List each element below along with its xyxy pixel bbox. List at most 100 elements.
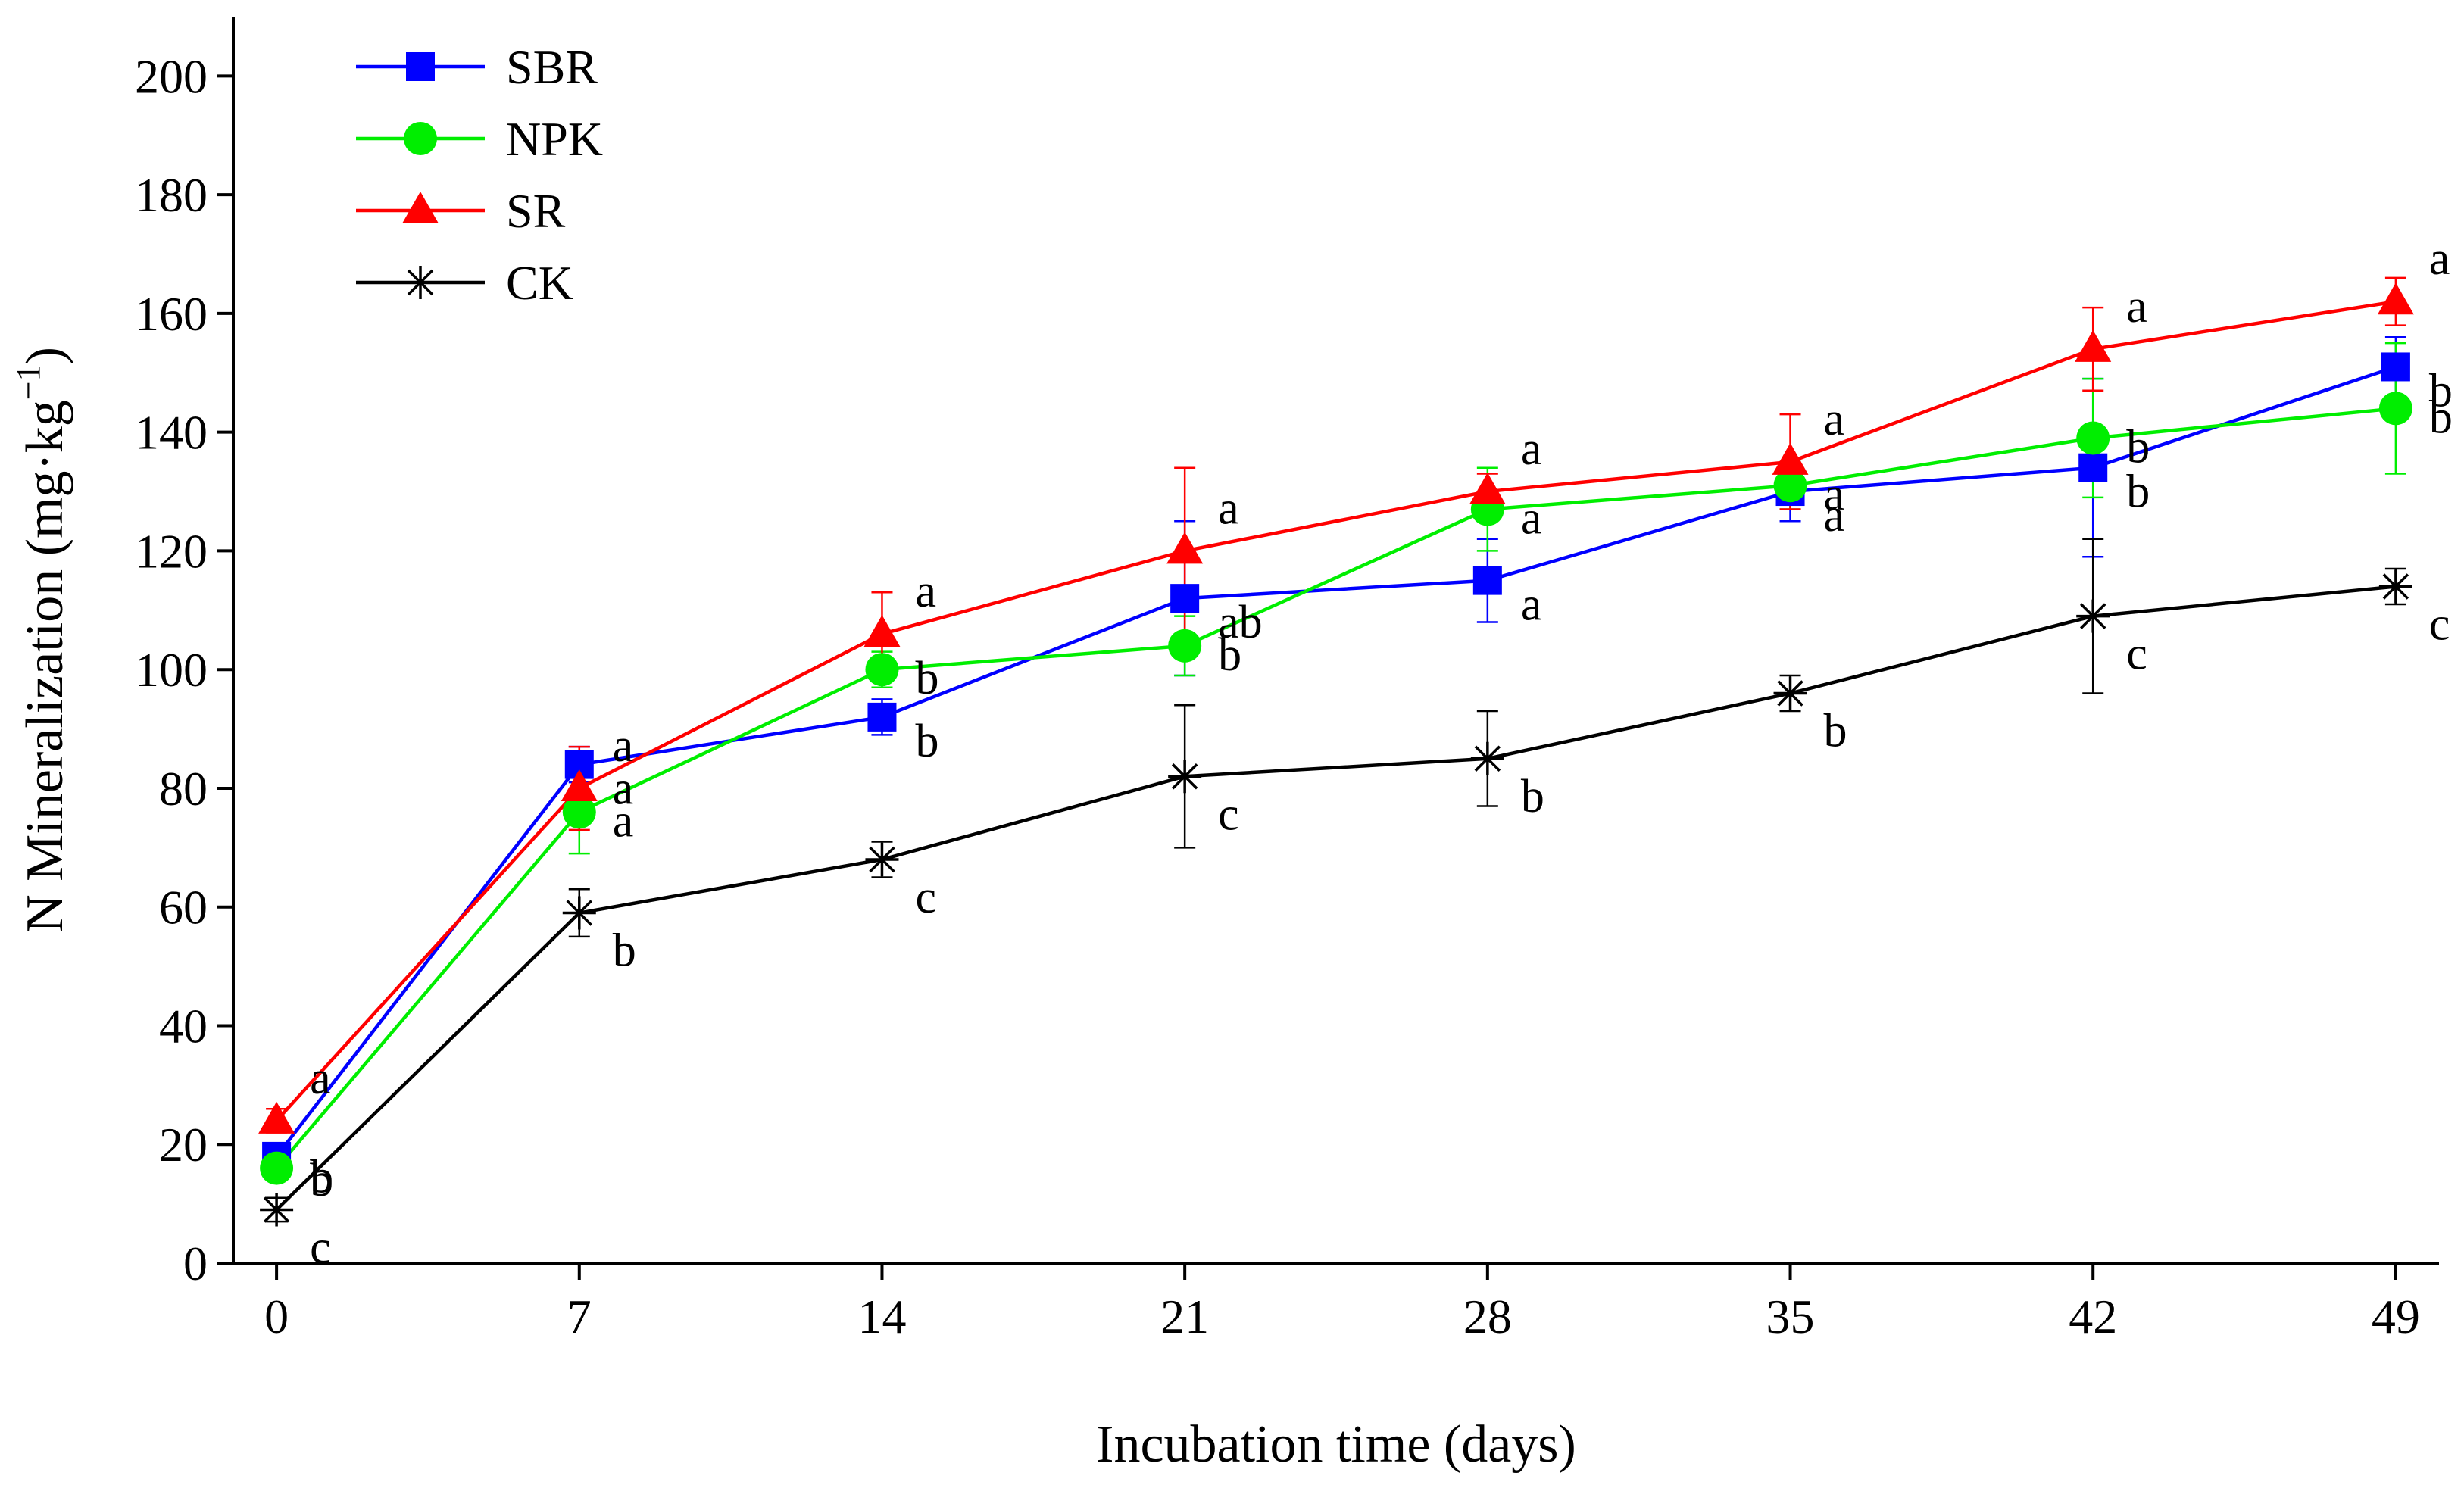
sig-label-npk-7: a: [613, 795, 634, 847]
data-point-sr-14: [863, 615, 901, 647]
data-point-ck-35: [1773, 676, 1807, 710]
data-point-ck-28: [1470, 741, 1504, 775]
sig-label-sbr-49: b: [2429, 365, 2453, 416]
sig-label-sr-0: a: [310, 1053, 331, 1104]
sig-label-sbr-35: a: [1824, 490, 1845, 541]
series-lines: [275, 300, 2397, 1212]
sig-label-sbr-7: a: [613, 763, 634, 815]
data-point-npk-42: [2076, 421, 2110, 455]
data-point-npk-0: [260, 1151, 294, 1185]
data-point-npk-35: [1773, 469, 1807, 503]
sig-label-ck-42: c: [2126, 629, 2147, 680]
data-point-sbr-42: [2078, 453, 2108, 482]
sig-label-sbr-28: a: [1521, 579, 1542, 631]
sig-label-npk-35: a: [1824, 469, 1845, 520]
series-line-sbr: [275, 365, 2397, 1158]
data-point-sr-49: [2377, 282, 2414, 315]
y-tick-label-60: 60: [159, 881, 208, 934]
legend-item-npk: NPK: [356, 112, 603, 166]
sig-label-sbr-0: b: [310, 1155, 333, 1206]
sig-label-ck-35: b: [1824, 706, 1847, 757]
x-tick-label-28: 28: [1463, 1290, 1512, 1343]
axes: 0 20 40 60 80 100 120 140 160 180 200 0 7 14 21 28 35 42 4…: [135, 17, 2439, 1343]
legend-label-sbr: SBR: [506, 40, 598, 94]
sig-label-ck-49: c: [2429, 598, 2450, 650]
sig-label-sr-21: a: [1218, 482, 1239, 534]
y-tick-label-120: 120: [135, 524, 208, 578]
sig-label-sr-7: a: [613, 720, 634, 772]
series-line-ck: [275, 585, 2397, 1212]
legend: SBR NPK SR CK: [356, 40, 603, 310]
data-point-sr-0: [258, 1101, 295, 1134]
sig-label-ck-28: b: [1521, 771, 1544, 822]
data-point-sr-28: [1469, 473, 1506, 505]
data-point-npk-7: [562, 795, 596, 829]
x-tick-label-0: 0: [264, 1290, 289, 1343]
data-point-ck-42: [2076, 599, 2110, 633]
y-tick-label-200: 200: [135, 49, 208, 103]
legend-label-npk: NPK: [506, 112, 603, 166]
legend-label-ck: CK: [506, 256, 573, 310]
x-tick-label-35: 35: [1766, 1290, 1815, 1343]
y-tick-label-40: 40: [159, 999, 208, 1053]
legend-item-ck: CK: [356, 256, 573, 310]
data-point-ck-14: [865, 843, 899, 877]
data-point-sbr-21: [1170, 584, 1200, 613]
legend-marker-sr: [402, 192, 439, 223]
sig-label-ck-14: c: [915, 872, 936, 923]
data-point-npk-21: [1168, 629, 1202, 663]
sig-label-ck-0: c: [310, 1221, 331, 1273]
x-tick-label-21: 21: [1160, 1290, 1209, 1343]
sig-label-npk-0: b: [310, 1152, 333, 1203]
data-point-sr-35: [1772, 442, 1809, 475]
legend-label-sr: SR: [506, 184, 566, 238]
y-tick-label-0: 0: [183, 1237, 208, 1290]
y-axis-title-close: ): [16, 347, 74, 364]
sig-label-sr-42: a: [2126, 281, 2147, 332]
y-tick-label-100: 100: [135, 643, 208, 697]
y-tick-label-160: 160: [135, 287, 208, 341]
sig-label-npk-14: b: [915, 653, 938, 704]
y-tick-label-80: 80: [159, 762, 208, 816]
x-tick-label-7: 7: [567, 1290, 592, 1343]
sig-label-sr-14: a: [915, 566, 936, 617]
error-bars: [266, 276, 2406, 1223]
legend-item-sbr: SBR: [356, 40, 598, 94]
x-tick-label-49: 49: [2372, 1290, 2420, 1343]
data-point-ck-49: [2378, 569, 2412, 604]
sig-label-npk-21: b: [1218, 629, 1241, 681]
sig-label-sr-28: a: [1521, 423, 1542, 475]
series-markers: [258, 282, 2414, 1227]
series-line-npk: [275, 407, 2397, 1170]
data-point-sr-7: [561, 769, 598, 801]
data-point-sbr-14: [867, 702, 897, 732]
sig-label-npk-28: a: [1521, 493, 1542, 544]
data-point-ck-21: [1168, 760, 1202, 794]
sig-label-ck-21: c: [1218, 788, 1239, 840]
sig-label-npk-42: b: [2126, 422, 2150, 473]
x-axis-title: Incubation time (days): [1096, 1415, 1576, 1474]
data-point-sr-21: [1166, 532, 1204, 564]
sig-label-sr-35: a: [1824, 394, 1845, 445]
data-point-ck-0: [260, 1193, 294, 1227]
legend-marker-ck: [404, 266, 437, 299]
legend-marker-npk: [404, 122, 437, 155]
data-point-npk-49: [2378, 392, 2412, 426]
x-tick-label-42: 42: [2069, 1290, 2117, 1343]
legend-item-sr: SR: [356, 184, 566, 238]
data-point-sbr-28: [1472, 566, 1502, 595]
legend-marker-sbr: [406, 52, 435, 81]
y-axis-title: N Mineralization (mg·kg−1): [10, 347, 74, 933]
sig-label-sbr-21: ab: [1218, 597, 1263, 648]
series-line-sr: [275, 300, 2397, 1122]
sig-label-sbr-14: b: [915, 716, 938, 767]
data-point-sbr-49: [2381, 352, 2410, 382]
data-point-ck-7: [562, 896, 596, 930]
sig-label-sr-49: a: [2429, 233, 2450, 285]
y-axis-title-superscript: −1: [10, 364, 47, 400]
y-tick-label-20: 20: [159, 1118, 208, 1171]
sig-label-sbr-42: b: [2126, 466, 2150, 518]
y-tick-label-140: 140: [135, 406, 208, 460]
